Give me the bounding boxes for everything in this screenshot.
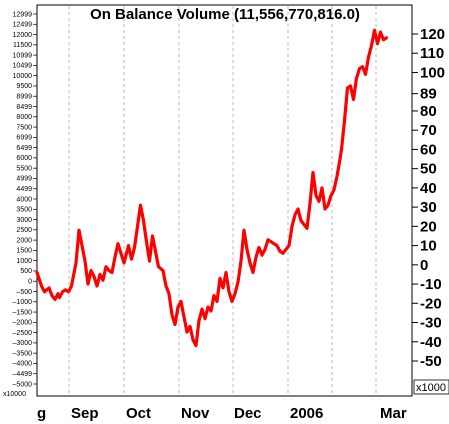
- left-axis: 1299912499120001150010999104991000095008…: [13, 11, 37, 388]
- right-tick-label: 70: [420, 122, 437, 139]
- x-tick-label: 2006: [290, 405, 323, 422]
- left-tick-label: –2000: [13, 320, 33, 327]
- right-tick-label: -30: [420, 315, 442, 332]
- left-tick-label: 7500: [16, 124, 32, 131]
- left-tick-label: 500: [20, 268, 32, 275]
- month-gridlines: [68, 6, 377, 396]
- left-tick-label: 8999: [16, 94, 32, 101]
- right-tick-label: 30: [420, 199, 437, 216]
- left-tick-label: 4999: [16, 176, 32, 183]
- right-tick-label: -40: [420, 334, 442, 351]
- x-tick-label: Nov: [181, 405, 210, 422]
- right-tick-label: 50: [420, 161, 437, 178]
- right-tick-label: -20: [420, 295, 442, 312]
- right-tick-label: 100: [420, 64, 445, 81]
- left-tick-label: 5500: [16, 165, 32, 172]
- left-tick-label: 6499: [16, 145, 32, 152]
- left-tick-label: 4499: [16, 186, 32, 193]
- plot-frame: [36, 4, 413, 397]
- x-axis: g Sep Oct Nov Dec 2006 Mar: [37, 405, 407, 422]
- left-tick-label: –2500: [13, 330, 33, 337]
- right-axis: 1201101008980706050403020100-10-20-30-40…: [412, 26, 445, 370]
- left-axis-bottom-label: x10000: [3, 391, 26, 398]
- left-tick-label: –1000: [13, 299, 33, 306]
- x-tick-label: Mar: [380, 405, 407, 422]
- left-tick-label: 10000: [13, 73, 33, 80]
- chart-title: On Balance Volume (11,556,770,816.0): [90, 6, 360, 23]
- left-tick-label: 3000: [16, 217, 32, 224]
- left-tick-label: 8000: [16, 114, 32, 121]
- x-tick-label: Dec: [234, 405, 262, 422]
- right-multiplier-box: [413, 379, 449, 395]
- right-axis-multiplier: x1000: [416, 382, 446, 394]
- left-tick-label: 1500: [16, 248, 32, 255]
- left-tick-label: 1000: [16, 258, 32, 265]
- right-tick-label: 40: [420, 180, 437, 197]
- left-tick-label: 3500: [16, 207, 32, 214]
- obv-series: [35, 28, 389, 348]
- left-tick-label: 10499: [13, 63, 33, 70]
- series-line: [35, 147, 344, 348]
- right-tick-label: 110: [420, 45, 444, 62]
- left-tick-label: 2000: [16, 237, 32, 244]
- left-tick-label: 11500: [13, 42, 32, 49]
- left-tick-label: 9500: [16, 83, 32, 90]
- right-tick-label: 89: [420, 86, 437, 103]
- left-tick-label: 6000: [16, 155, 32, 162]
- right-tick-label: 60: [420, 141, 437, 158]
- left-tick-label: 10999: [13, 52, 33, 59]
- right-tick-label: 80: [420, 103, 437, 120]
- left-tick-label: 4000: [16, 196, 32, 203]
- left-tick-label: 8499: [16, 104, 32, 111]
- left-tick-label: 0: [28, 279, 32, 286]
- left-tick-label: –3500: [13, 350, 33, 357]
- right-tick-label: 0: [420, 257, 428, 274]
- right-tick-label: 20: [420, 218, 437, 235]
- x-tick-label: Oct: [126, 405, 151, 422]
- left-tick-label: –4000: [13, 361, 33, 368]
- right-tick-label: 10: [420, 238, 437, 255]
- left-tick-label: 12999: [13, 11, 33, 18]
- left-tick-label: –3000: [13, 340, 33, 347]
- left-tick-label: 2500: [16, 227, 32, 234]
- right-tick-label: -10: [420, 276, 442, 293]
- left-tick-label: –1500: [13, 309, 33, 316]
- left-tick-label: –4499: [13, 371, 33, 378]
- x-tick-label: g: [37, 405, 46, 422]
- left-tick-label: –500: [16, 289, 32, 296]
- left-tick-label: –5000: [13, 381, 33, 388]
- right-tick-label: 120: [420, 26, 445, 43]
- series-line: [339, 28, 389, 151]
- right-tick-label: -50: [420, 353, 442, 370]
- left-tick-label: 12499: [13, 22, 33, 29]
- left-tick-label: 6999: [16, 135, 32, 142]
- x-tick-label: Sep: [71, 405, 99, 422]
- left-tick-label: 12000: [13, 32, 33, 39]
